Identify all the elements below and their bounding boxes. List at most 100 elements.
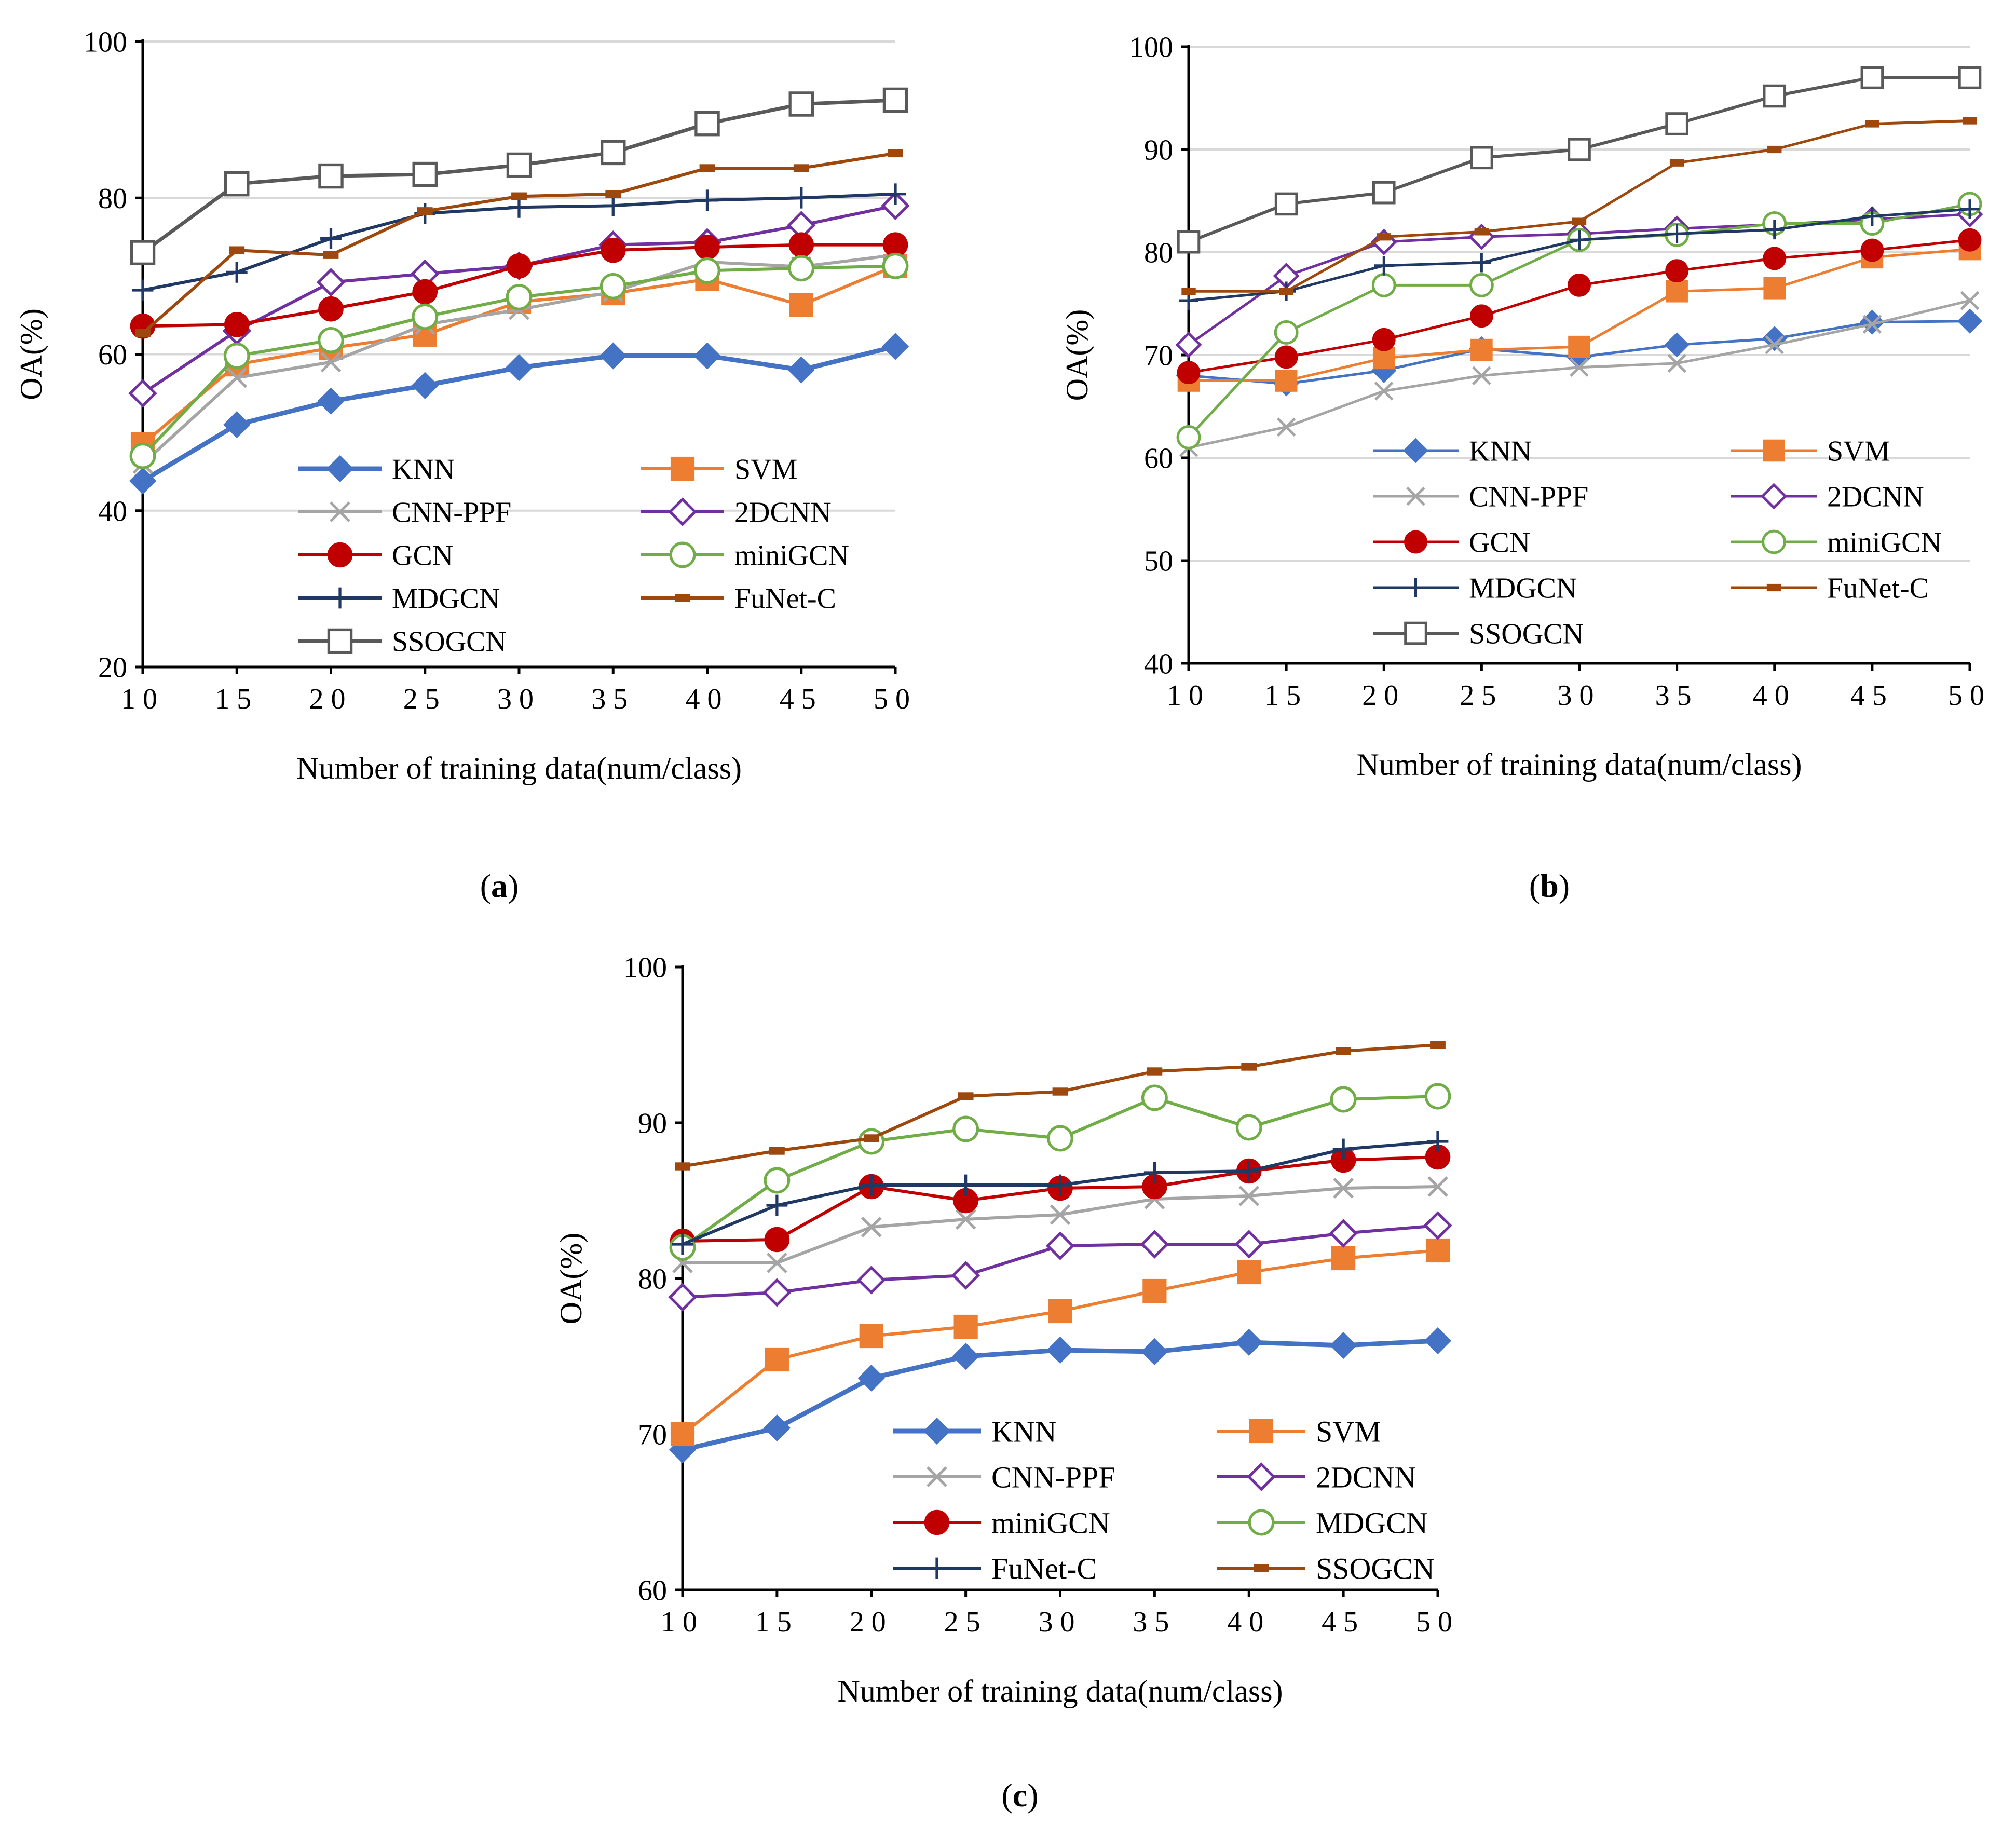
- legend-label: 2DCNN: [734, 497, 832, 529]
- data-point-2dcnn: [951, 1261, 980, 1290]
- data-point-minigcn: [788, 255, 815, 282]
- data-point-knn: [787, 356, 815, 384]
- y-tick-label: 70: [638, 1419, 667, 1451]
- data-point-2dcnn: [762, 1278, 792, 1307]
- data-point-gcn: [600, 237, 626, 263]
- legend-item-cnn-ppf: CNN-PPF: [893, 1460, 1115, 1494]
- data-point-funet-c: [1427, 1131, 1449, 1152]
- series-mdgcn: [669, 1083, 1451, 1261]
- x-tick-label: 45: [1322, 1606, 1365, 1638]
- legend-label: MDGCN: [1316, 1506, 1428, 1540]
- data-point-ssogcn: [1665, 112, 1688, 135]
- x-tick-label: 40: [686, 683, 729, 715]
- data-point-gcn: [1665, 259, 1689, 283]
- data-point-funet-c: [605, 190, 621, 198]
- y-tick-label: 70: [1144, 340, 1173, 372]
- data-point-cnn-ppf: [767, 1253, 787, 1273]
- legend: KNN SVM CNN-PPF 2DCNN GCN miniGCN MDGCN FuNet-C…: [298, 454, 849, 658]
- data-point-cnn-ppf: [1374, 382, 1394, 401]
- legend-item-funet-c: FuNet-C: [893, 1552, 1097, 1585]
- data-point-ssogcn: [318, 163, 344, 189]
- data-point-minigcn: [600, 273, 626, 300]
- data-point-svm: [670, 1422, 695, 1447]
- data-point-cnn-ppf: [1667, 353, 1686, 373]
- data-point-mdgcn: [1569, 230, 1589, 250]
- legend-item-mdgcn: MDGCN: [1373, 573, 1577, 605]
- x-tick-label: 50: [1416, 1606, 1460, 1638]
- legend-marker-funet-c: [926, 1557, 948, 1579]
- legend-label: CNN-PPF: [1469, 481, 1588, 513]
- y-tick-label: 90: [638, 1108, 667, 1140]
- legend-label: SSOGCN: [392, 626, 507, 658]
- legend-marker-cnn-ppf: [927, 1466, 947, 1487]
- legend-item-ssogcn: SSOGCN: [1217, 1552, 1435, 1585]
- data-point-knn: [1957, 308, 1983, 334]
- series-funet-c: [1181, 117, 1977, 295]
- legend-label: miniGCN: [991, 1506, 1110, 1540]
- data-point-minigcn: [506, 284, 533, 310]
- x-tick-label: 35: [1133, 1606, 1176, 1638]
- legend-marker-funet-c: [675, 594, 690, 602]
- legend-item-mdgcn: MDGCN: [1217, 1506, 1428, 1540]
- data-point-minigcn: [318, 326, 344, 353]
- legend-item-cnn-ppf: CNN-PPF: [298, 497, 511, 529]
- x-tick-label: 25: [1460, 679, 1503, 712]
- legend-item-gcn: GCN: [298, 540, 453, 572]
- data-point-funet-c: [229, 246, 245, 254]
- x-tick-label: 30: [497, 683, 541, 715]
- data-point-knn: [1141, 1338, 1168, 1366]
- legend-item-funet-c: FuNet-C: [641, 583, 836, 615]
- legend-label: SVM: [734, 454, 797, 486]
- data-point-funet-c: [1238, 1160, 1260, 1182]
- data-point-cnn-ppf: [1862, 315, 1882, 334]
- legend-label: SSOGCN: [1469, 618, 1584, 650]
- data-point-minigcn: [764, 1227, 790, 1253]
- data-point-knn: [1424, 1327, 1452, 1355]
- series-line-mdgcn: [681, 1095, 1439, 1249]
- legend: KNN SVM CNN-PPF 2DCNN miniGCN MDGCN FuNet-C SSO…: [893, 1414, 1435, 1585]
- legend-marker-knn: [1403, 438, 1428, 464]
- legend-marker-knn: [326, 455, 354, 483]
- legend-label: CNN-PPF: [991, 1460, 1115, 1494]
- data-point-svm: [859, 1324, 883, 1349]
- y-tick-label: 50: [1144, 546, 1173, 578]
- data-point-funet-c: [1143, 1162, 1165, 1183]
- legend-item-knn: KNN: [298, 454, 455, 486]
- data-point-svm: [1666, 280, 1688, 303]
- data-point-knn: [693, 342, 721, 370]
- series-ssogcn: [675, 1041, 1446, 1171]
- legend-marker-cnn-ppf: [330, 501, 350, 522]
- x-tick-label: 50: [1948, 679, 1992, 712]
- data-point-funet-c: [1865, 120, 1879, 128]
- data-point-ssogcn: [1958, 66, 1982, 89]
- series-knn: [129, 333, 909, 495]
- data-point-funet-c: [1474, 228, 1489, 236]
- data-point-ssogcn: [130, 240, 156, 265]
- chart-panel-a: 20 40 60 80 100 10 15 20 25 30 35 40 45 50 Number of t…: [14, 26, 910, 785]
- data-point-svm: [1470, 338, 1493, 361]
- series-svm: [670, 1238, 1450, 1447]
- series-ssogcn: [1177, 66, 1982, 254]
- data-point-ssogcn: [601, 140, 626, 166]
- data-point-mdgcn: [764, 1167, 791, 1194]
- data-point-mdgcn: [1862, 207, 1882, 226]
- chart-panel-c: 60 70 80 90 100 10 15 20 25 30 35 40 45 50 Number of t…: [554, 952, 1460, 1708]
- legend-item-ssogcn: SSOGCN: [298, 626, 507, 658]
- legend-label: FuNet-C: [734, 583, 836, 615]
- legend-marker-ssogcn: [1254, 1564, 1269, 1572]
- data-point-gcn: [1177, 361, 1201, 385]
- data-point-ssogcn: [1052, 1087, 1068, 1096]
- data-point-2dcnn: [1140, 1230, 1169, 1259]
- data-point-svm: [953, 1314, 978, 1339]
- data-point-mdgcn: [884, 183, 906, 205]
- data-point-funet-c: [861, 1174, 882, 1196]
- x-tick-label: 15: [755, 1606, 799, 1638]
- y-tick-label: 20: [98, 652, 127, 684]
- data-point-funet-c: [766, 1194, 788, 1216]
- y-tick-label: 40: [98, 495, 127, 527]
- data-point-mdgcn: [952, 1115, 979, 1142]
- data-point-mdgcn: [132, 279, 154, 301]
- data-point-gcn: [1568, 273, 1591, 297]
- data-point-mdgcn: [1330, 1086, 1357, 1113]
